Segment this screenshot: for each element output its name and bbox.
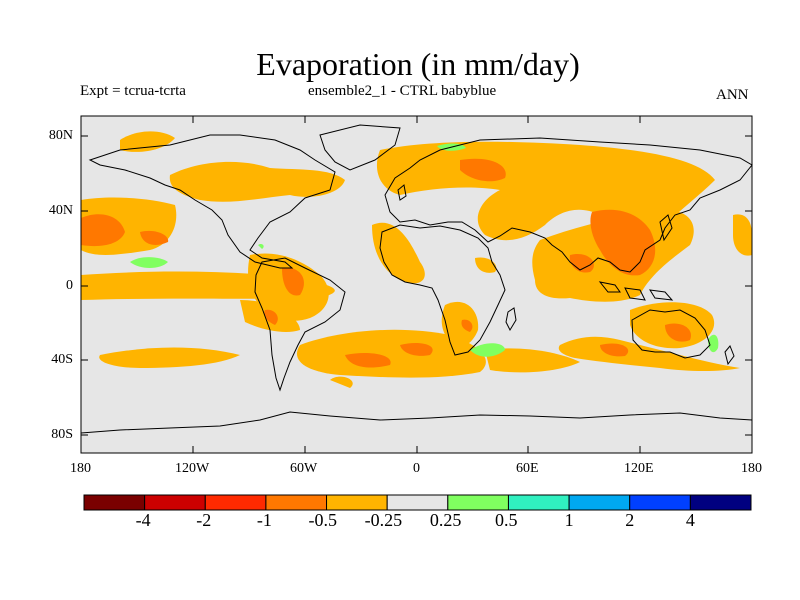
plot-title: Evaporation (in mm/day) bbox=[256, 46, 580, 82]
lon-label-0: 0 bbox=[413, 461, 420, 476]
colorbar-label: -4 bbox=[135, 510, 151, 530]
lon-label-180w: 180 bbox=[70, 461, 91, 476]
lat-label-0: 0 bbox=[66, 278, 73, 293]
colorbar-label: -2 bbox=[196, 510, 212, 530]
ensemble-label: ensemble2_1 - CTRL babyblue bbox=[308, 83, 497, 99]
lon-label-60w: 60W bbox=[290, 461, 318, 476]
colorbar-swatch bbox=[265, 494, 328, 511]
colorbar-swatch bbox=[507, 494, 570, 511]
colorbar-label: -0.25 bbox=[364, 510, 403, 530]
lon-label-120e: 120E bbox=[624, 461, 654, 476]
colorbar-swatch bbox=[447, 494, 509, 511]
colorbar-label: 0.5 bbox=[494, 510, 518, 530]
lon-label-60e: 60E bbox=[516, 461, 539, 476]
colorbar-swatch bbox=[689, 494, 752, 511]
axis-ticks bbox=[80, 116, 753, 453]
colorbar-swatch bbox=[326, 494, 388, 511]
colorbar-swatch bbox=[568, 494, 631, 511]
season-label: ANN bbox=[716, 87, 749, 103]
experiment-label: Expt = tcrua-tcrta bbox=[80, 83, 186, 99]
colorbar-label: 4 bbox=[685, 510, 695, 530]
colorbar-label: -0.5 bbox=[308, 510, 338, 530]
lon-label-180e: 180 bbox=[741, 461, 762, 476]
lat-label-40n: 40N bbox=[48, 203, 73, 218]
anomaly-dark-orange-regions bbox=[81, 158, 691, 368]
colorbar-label: 1 bbox=[564, 510, 574, 530]
colorbar-label: 2 bbox=[625, 510, 635, 530]
colorbar-swatch bbox=[83, 494, 146, 511]
lat-label-80n: 80N bbox=[48, 128, 73, 143]
colorbar bbox=[83, 494, 752, 511]
colorbar-swatch bbox=[629, 494, 691, 511]
colorbar-label: -1 bbox=[256, 510, 272, 530]
colorbar-label: 0.25 bbox=[429, 510, 462, 530]
coastlines bbox=[80, 124, 753, 434]
lat-label-80s: 80S bbox=[51, 427, 73, 442]
lat-label-40s: 40S bbox=[51, 352, 73, 367]
colorbar-swatch bbox=[144, 494, 206, 511]
colorbar-swatch bbox=[204, 494, 267, 511]
colorbar-swatch bbox=[386, 494, 449, 511]
lon-label-120w: 120W bbox=[175, 461, 210, 476]
